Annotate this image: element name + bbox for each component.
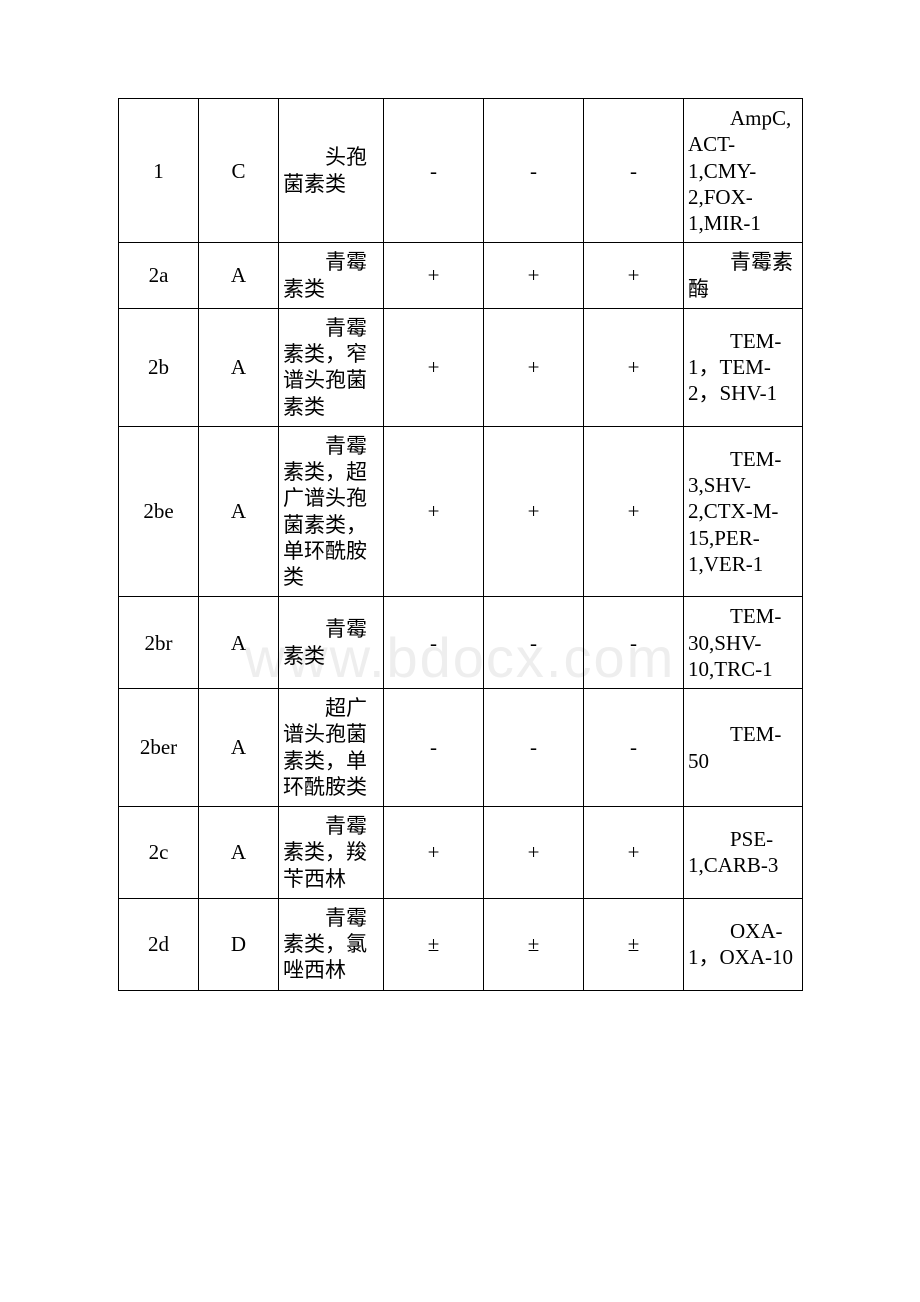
cell-inhibitor2: -: [484, 689, 584, 807]
cell-inhibitor2: +: [484, 426, 584, 597]
cell-inhibitor2: +: [484, 243, 584, 309]
cell-substrate: 头孢菌素类: [279, 99, 384, 243]
cell-inhibitor3: +: [584, 807, 684, 899]
table-row: 2br A 青霉素类 - - - TEM-30,SHV-10,TRC-1: [119, 597, 803, 689]
cell-inhibitor2: -: [484, 99, 584, 243]
table-row: 2d D 青霉素类，氯唑西林 ± ± ± OXA-1，OXA-10: [119, 898, 803, 990]
cell-substrate: 青霉素类，氯唑西林: [279, 898, 384, 990]
table-row: 2c A 青霉素类，羧苄西林 + + + PSE-1,CARB-3: [119, 807, 803, 899]
cell-class: A: [199, 243, 279, 309]
cell-group: 2c: [119, 807, 199, 899]
cell-inhibitor3: ±: [584, 898, 684, 990]
table-body: 1 C 头孢菌素类 - - - AmpC,ACT-1,CMY-2,FOX-1,M…: [119, 99, 803, 991]
cell-class: A: [199, 597, 279, 689]
cell-class: A: [199, 689, 279, 807]
cell-inhibitor1: -: [384, 689, 484, 807]
cell-group: 2b: [119, 308, 199, 426]
cell-group: 2be: [119, 426, 199, 597]
cell-inhibitor1: -: [384, 99, 484, 243]
cell-class: A: [199, 807, 279, 899]
cell-enzymes: TEM-3,SHV-2,CTX-M-15,PER-1,VER-1: [684, 426, 803, 597]
table-row: 1 C 头孢菌素类 - - - AmpC,ACT-1,CMY-2,FOX-1,M…: [119, 99, 803, 243]
cell-substrate: 青霉素类: [279, 597, 384, 689]
cell-enzymes: TEM-50: [684, 689, 803, 807]
cell-inhibitor1: +: [384, 807, 484, 899]
cell-substrate: 青霉素类: [279, 243, 384, 309]
cell-substrate: 青霉素类，羧苄西林: [279, 807, 384, 899]
table-row: 2a A 青霉素类 + + + 青霉素酶: [119, 243, 803, 309]
cell-inhibitor3: -: [584, 99, 684, 243]
table-row: 2be A 青霉素类，超广谱头孢菌素类，单环酰胺类 + + + TEM-3,SH…: [119, 426, 803, 597]
cell-class: A: [199, 308, 279, 426]
cell-enzymes: 青霉素酶: [684, 243, 803, 309]
cell-group: 2ber: [119, 689, 199, 807]
cell-group: 1: [119, 99, 199, 243]
cell-enzymes: AmpC,ACT-1,CMY-2,FOX-1,MIR-1: [684, 99, 803, 243]
cell-substrate: 青霉素类，窄谱头孢菌素类: [279, 308, 384, 426]
cell-substrate: 青霉素类，超广谱头孢菌素类，单环酰胺类: [279, 426, 384, 597]
table-row: 2b A 青霉素类，窄谱头孢菌素类 + + + TEM-1，TEM-2，SHV-…: [119, 308, 803, 426]
cell-group: 2br: [119, 597, 199, 689]
cell-inhibitor1: +: [384, 243, 484, 309]
table-row: 2ber A 超广谱头孢菌素类，单环酰胺类 - - - TEM-50: [119, 689, 803, 807]
cell-enzymes: OXA-1，OXA-10: [684, 898, 803, 990]
cell-class: D: [199, 898, 279, 990]
cell-inhibitor1: ±: [384, 898, 484, 990]
cell-group: 2a: [119, 243, 199, 309]
cell-inhibitor3: -: [584, 689, 684, 807]
cell-inhibitor3: +: [584, 243, 684, 309]
cell-inhibitor1: +: [384, 308, 484, 426]
cell-inhibitor1: +: [384, 426, 484, 597]
cell-inhibitor2: +: [484, 308, 584, 426]
cell-inhibitor2: +: [484, 807, 584, 899]
cell-inhibitor3: +: [584, 426, 684, 597]
cell-inhibitor2: ±: [484, 898, 584, 990]
cell-enzymes: PSE-1,CARB-3: [684, 807, 803, 899]
cell-inhibitor2: -: [484, 597, 584, 689]
cell-class: A: [199, 426, 279, 597]
cell-enzymes: TEM-1，TEM-2，SHV-1: [684, 308, 803, 426]
document-page: www.bdocx.com 1 C 头孢菌素类 - - - AmpC,ACT-1…: [0, 0, 920, 1302]
cell-class: C: [199, 99, 279, 243]
cell-inhibitor3: +: [584, 308, 684, 426]
cell-group: 2d: [119, 898, 199, 990]
cell-enzymes: TEM-30,SHV-10,TRC-1: [684, 597, 803, 689]
cell-substrate: 超广谱头孢菌素类，单环酰胺类: [279, 689, 384, 807]
classification-table: 1 C 头孢菌素类 - - - AmpC,ACT-1,CMY-2,FOX-1,M…: [118, 98, 803, 991]
cell-inhibitor1: -: [384, 597, 484, 689]
cell-inhibitor3: -: [584, 597, 684, 689]
